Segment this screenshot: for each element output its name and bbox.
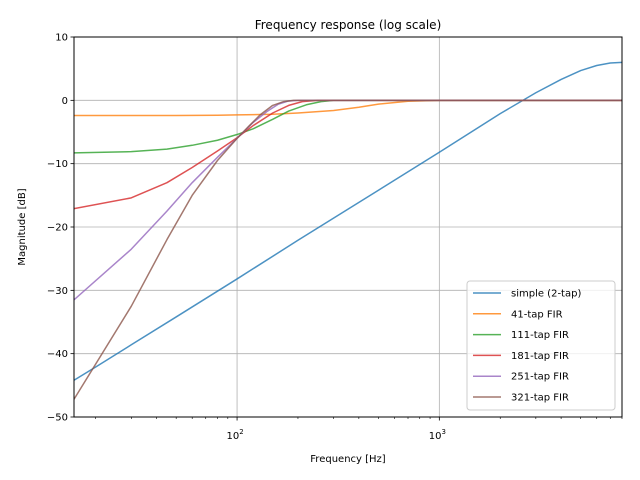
plot-area (74, 61, 622, 400)
y-tick-label: 0 (62, 96, 68, 107)
legend-box (466, 280, 616, 411)
x-tick-base: 10 (429, 431, 442, 442)
y-tick-label: −20 (47, 223, 68, 234)
legend-label: 41-tap FIR (511, 309, 563, 320)
series-line-5 (74, 99, 622, 400)
legend: simple (2-tap) 41-tap FIR 111-tap FIR 181-t… (466, 280, 616, 411)
x-axis-ticks: 102 103 (95, 417, 623, 442)
x-axis-label: Frequency [Hz] (310, 454, 386, 465)
x-tick-exponent: 3 (441, 428, 445, 436)
legend-label: 321-tap FIR (511, 393, 569, 404)
x-tick-exponent: 2 (239, 428, 243, 436)
y-tick-label: −30 (47, 286, 68, 297)
y-axis-label: Magnitude [dB] (17, 188, 28, 265)
legend-label: simple (2-tap) (511, 289, 581, 300)
x-tick-base: 10 (226, 431, 239, 442)
series-lines (74, 61, 622, 400)
series-line-4 (74, 99, 622, 301)
legend-label: 111-tap FIR (511, 330, 569, 341)
x-tick-label: 103 (429, 428, 446, 442)
legend-label: 181-tap FIR (511, 351, 569, 362)
y-axis-ticks: 10 0 −10 −20 −30 −40 −50 (47, 33, 74, 424)
y-tick-label: −50 (47, 413, 68, 424)
y-tick-label: 10 (55, 33, 68, 44)
y-tick-label: −10 (47, 159, 68, 170)
y-tick-label: −40 (47, 349, 68, 360)
x-tick-label: 102 (226, 428, 243, 442)
chart-title: Frequency response (log scale) (255, 18, 442, 32)
series-line-3 (74, 99, 622, 210)
series-line-1 (74, 99, 622, 117)
legend-label: 251-tap FIR (511, 372, 569, 383)
series-line-0 (74, 61, 622, 381)
